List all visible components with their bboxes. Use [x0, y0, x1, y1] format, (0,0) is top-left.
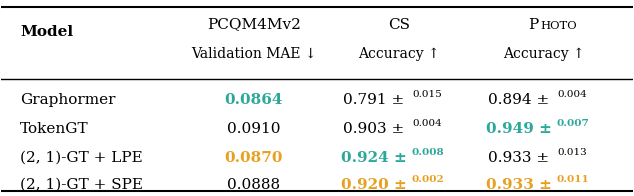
Text: 0.903 ±: 0.903 ± — [343, 122, 404, 136]
Text: 0.933 ±: 0.933 ± — [488, 151, 550, 165]
Text: 0.0910: 0.0910 — [227, 122, 281, 136]
Text: TokenGT: TokenGT — [20, 122, 89, 136]
Text: 0.013: 0.013 — [558, 148, 588, 157]
Text: Graphormer: Graphormer — [20, 93, 116, 107]
Text: Accuracy ↑: Accuracy ↑ — [358, 47, 440, 61]
Text: 0.924 ±: 0.924 ± — [341, 151, 406, 165]
Text: 0.015: 0.015 — [413, 90, 443, 99]
Text: 0.949 ±: 0.949 ± — [486, 122, 552, 136]
Text: HOTO: HOTO — [540, 21, 576, 31]
Text: P: P — [529, 18, 539, 32]
Text: 0.004: 0.004 — [558, 90, 588, 99]
Text: PCQM4Mv2: PCQM4Mv2 — [207, 18, 301, 32]
Text: 0.0870: 0.0870 — [224, 151, 283, 165]
Text: Validation MAE ↓: Validation MAE ↓ — [191, 47, 316, 61]
Text: 0.791 ±: 0.791 ± — [343, 93, 404, 107]
Text: 0.894 ±: 0.894 ± — [488, 93, 550, 107]
Text: (2, 1)-GT + LPE: (2, 1)-GT + LPE — [20, 151, 143, 165]
Text: (2, 1)-GT + SPE: (2, 1)-GT + SPE — [20, 178, 143, 192]
Text: 0.008: 0.008 — [411, 148, 444, 157]
Text: 0.933 ±: 0.933 ± — [486, 178, 552, 192]
Text: 0.002: 0.002 — [411, 175, 444, 184]
Text: 0.004: 0.004 — [413, 119, 443, 128]
Text: Accuracy ↑: Accuracy ↑ — [503, 47, 585, 61]
Text: 0.007: 0.007 — [556, 119, 589, 128]
Text: 0.0888: 0.0888 — [228, 178, 280, 192]
Text: Model: Model — [20, 25, 74, 39]
Text: 0.0864: 0.0864 — [224, 93, 283, 107]
Text: CS: CS — [388, 18, 410, 32]
Text: 0.920 ±: 0.920 ± — [341, 178, 406, 192]
Text: 0.011: 0.011 — [556, 175, 589, 184]
